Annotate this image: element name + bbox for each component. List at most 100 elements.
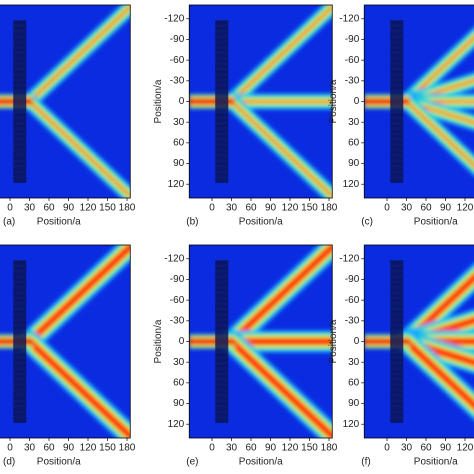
x-tick-label: 0 [384,203,390,214]
x-tick-label: 60 [245,203,257,214]
panel [364,5,474,198]
panel-label: (f) [361,457,370,468]
x-tick-label: 90 [440,203,452,214]
y-tick-label: 30 [173,117,185,128]
panel-label: (a) [3,217,15,228]
crystal-lattice [390,19,404,178]
x-tick-label: 120 [457,203,474,214]
y-tick-label: 120 [343,179,360,190]
y-tick-label: 0 [354,96,360,107]
beam [402,337,474,411]
y-tick-label: 0 [354,336,360,347]
x-tick-label: 150 [301,203,318,214]
y-tick-label: 0 [179,336,185,347]
y-tick-label: -90 [170,274,185,285]
y-tick-label: -60 [170,295,185,306]
beam [230,5,333,103]
panel-label: (e) [186,457,198,468]
x-axis-label: Position/a [414,457,458,468]
y-tick-label: -30 [345,315,360,326]
y-tick-label: 60 [173,377,185,388]
beam [25,337,131,438]
beam [227,245,333,346]
x-axis-label: Position/a [239,457,283,468]
y-tick-label: 60 [348,137,360,148]
y-tick-label: -120 [164,13,184,24]
x-tick-label: 120 [80,443,97,454]
plot-frame [0,4,131,199]
panel [189,245,333,438]
y-tick-label: -90 [345,274,360,285]
beam [28,5,131,103]
x-axis-label: Position/a [239,217,283,228]
y-tick-label: 90 [348,158,360,169]
panel [0,245,131,438]
x-axis-label: Position/a [37,457,81,468]
x-tick-label: 0 [7,203,13,214]
x-tick-label: 180 [119,443,136,454]
y-tick-label: 90 [348,398,360,409]
x-tick-label: 0 [209,443,215,454]
y-tick-label: -30 [170,315,185,326]
x-tick-label: 120 [80,203,97,214]
x-axis-label: Position/a [414,217,458,228]
x-tick-label: 60 [43,443,55,454]
x-tick-label: 90 [265,203,277,214]
y-tick-label: 30 [348,117,360,128]
x-tick-label: 150 [301,443,318,454]
y-tick-label: 30 [348,357,360,368]
beam [230,100,333,198]
panel [364,245,474,438]
x-tick-label: 120 [282,443,299,454]
y-tick-label: -120 [339,253,359,264]
x-tick-label: 60 [245,443,257,454]
y-tick-label: 60 [348,377,360,388]
x-tick-label: 120 [282,203,299,214]
panel [0,5,131,198]
x-tick-label: 60 [420,443,432,454]
beam [227,337,333,438]
y-tick-label: -120 [339,13,359,24]
panel-label: (b) [186,217,198,228]
x-tick-label: 30 [401,443,413,454]
beam [405,100,474,167]
plot-frame [0,244,131,439]
beams [0,5,131,198]
x-tick-label: 30 [226,443,238,454]
beam [25,245,131,346]
crystal-lattice [390,259,404,418]
x-tick-label: 60 [420,203,432,214]
x-tick-label: 0 [7,443,13,454]
x-tick-label: 90 [440,443,452,454]
x-tick-label: 90 [265,443,277,454]
y-tick-label: -90 [345,34,360,45]
y-tick-label: -90 [170,34,185,45]
x-tick-label: 30 [401,203,413,214]
x-axis-label: Position/a [37,217,81,228]
y-tick-label: 0 [179,96,185,107]
panel-label: (c) [361,217,373,228]
x-tick-label: 120 [457,443,474,454]
crystal-lattice [13,19,27,178]
beams [0,245,131,438]
x-tick-label: 150 [99,203,116,214]
beam [405,36,474,103]
x-tick-label: 150 [99,443,116,454]
y-tick-label: 120 [168,179,185,190]
y-axis-label: Position/a [153,319,164,363]
y-tick-label: -60 [170,55,185,66]
x-tick-label: 180 [119,203,136,214]
y-tick-label: 60 [173,137,185,148]
y-tick-label: -30 [345,75,360,86]
y-tick-label: -120 [164,253,184,264]
y-tick-label: 120 [343,419,360,430]
y-tick-label: -60 [345,295,360,306]
beam [28,100,131,198]
beams [189,5,333,198]
beams [189,245,333,438]
beams [364,263,474,420]
y-axis-label: Position/a [153,79,164,123]
x-tick-label: 30 [24,443,36,454]
y-tick-label: 90 [173,398,185,409]
